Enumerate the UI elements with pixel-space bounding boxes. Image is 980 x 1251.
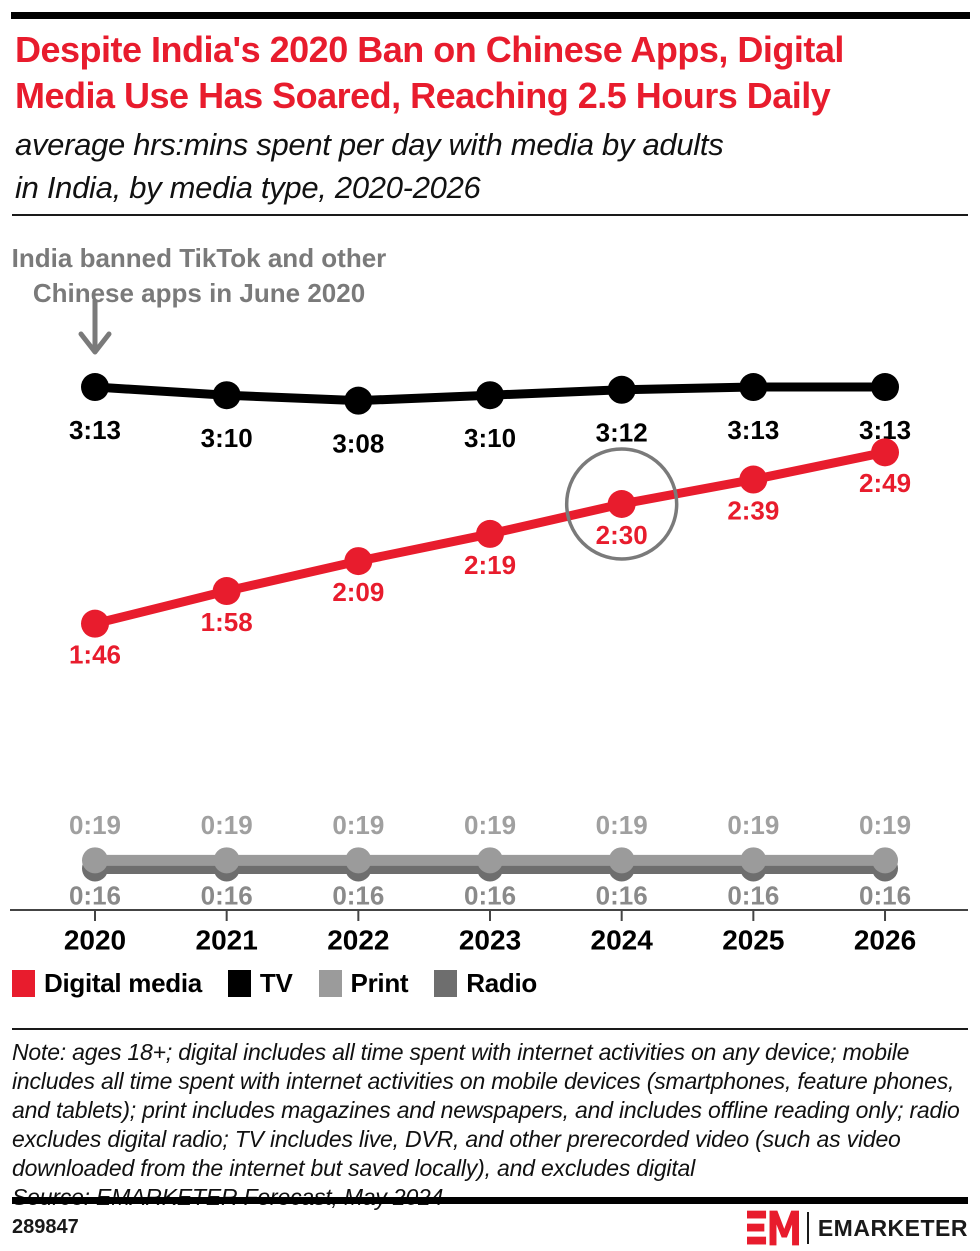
brand-divider xyxy=(806,1212,809,1244)
value-label-print-2024: 0:19 xyxy=(596,810,648,840)
data-point-digital-media-2024 xyxy=(607,490,636,518)
data-point-digital-media-2023 xyxy=(476,519,505,548)
data-point-digital-media-2020 xyxy=(81,609,109,638)
value-label-tv-2025: 3:13 xyxy=(727,415,779,445)
year-label-2026: 2026 xyxy=(854,924,916,955)
data-point-digital-media-2025 xyxy=(739,465,768,494)
value-label-digital-media-2021: 1:58 xyxy=(201,607,253,637)
legend-label-radio: Radio xyxy=(466,968,538,998)
data-point-print-2026 xyxy=(872,847,899,874)
legend-label-tv: TV xyxy=(259,968,293,998)
value-label-radio-2023: 0:16 xyxy=(464,880,516,910)
legend-label-digital-media: Digital media xyxy=(44,968,202,998)
chart-id: 289847 xyxy=(12,1216,79,1238)
note-block: Note: ages 18+; digital includes all tim… xyxy=(12,1038,966,1212)
year-label-2025: 2025 xyxy=(722,924,784,955)
page-title: Despite India's 2020 Ban on Chinese Apps… xyxy=(15,27,960,119)
title-line-2: Media Use Has Soared, Reaching 2.5 Hours… xyxy=(15,75,831,116)
value-label-tv-2024: 3:12 xyxy=(596,418,648,448)
chart-legend: Digital media TV Print Radio xyxy=(12,968,563,999)
data-point-digital-media-2022 xyxy=(344,547,373,576)
value-label-radio-2020: 0:16 xyxy=(69,880,121,910)
data-point-print-2024 xyxy=(608,847,635,874)
value-label-radio-2024: 0:16 xyxy=(596,880,648,910)
subtitle-line-2: in India, by media type, 2020-2026 xyxy=(15,170,481,205)
year-label-2022: 2022 xyxy=(327,924,389,955)
legend-item-tv: TV xyxy=(227,968,293,999)
brand-name: EMARKETER xyxy=(817,1214,968,1241)
legend-swatch-radio xyxy=(434,970,458,997)
value-label-print-2025: 0:19 xyxy=(727,810,779,840)
tiktok-ban-annotation: India banned TikTok and other Chinese ap… xyxy=(8,241,390,311)
data-point-digital-media-2026 xyxy=(871,438,900,467)
value-label-radio-2026: 0:16 xyxy=(859,880,911,910)
data-point-tv-2022 xyxy=(344,386,373,415)
data-point-tv-2023 xyxy=(476,381,505,410)
data-point-print-2021 xyxy=(213,847,240,874)
chart-subtitle: average hrs:mins spent per day with medi… xyxy=(15,123,960,209)
subtitle-line-1: average hrs:mins spent per day with medi… xyxy=(15,127,724,162)
highlight-circle-2024 xyxy=(564,447,679,561)
data-point-tv-2025 xyxy=(739,373,768,402)
value-label-print-2023: 0:19 xyxy=(464,810,516,840)
header-divider xyxy=(12,214,968,216)
value-label-print-2026: 0:19 xyxy=(859,810,911,840)
value-label-tv-2020: 3:13 xyxy=(69,415,121,445)
data-point-tv-2026 xyxy=(871,373,900,402)
value-label-radio-2022: 0:16 xyxy=(332,880,384,910)
legend-swatch-digital-media xyxy=(12,970,35,997)
value-label-digital-media-2026: 2:49 xyxy=(859,468,911,498)
value-label-radio-2021: 0:16 xyxy=(201,880,253,910)
value-label-print-2020: 0:19 xyxy=(69,810,121,840)
data-point-digital-media-2021 xyxy=(212,577,241,606)
title-line-1: Despite India's 2020 Ban on Chinese Apps… xyxy=(15,29,844,70)
brand-lockup: EMARKETER xyxy=(746,1210,968,1246)
annotation-arrow xyxy=(78,300,112,355)
emarketer-logo-icon xyxy=(746,1210,799,1246)
year-label-2023: 2023 xyxy=(459,924,521,955)
data-point-tv-2024 xyxy=(607,375,636,404)
note-text: Note: ages 18+; digital includes all tim… xyxy=(12,1039,960,1181)
year-label-2020: 2020 xyxy=(64,924,126,955)
legend-item-print: Print xyxy=(318,968,409,999)
value-label-digital-media-2023: 2:19 xyxy=(464,550,516,580)
value-label-tv-2023: 3:10 xyxy=(464,423,516,453)
legend-label-print: Print xyxy=(350,968,409,998)
legend-swatch-print xyxy=(318,970,342,997)
data-point-print-2022 xyxy=(345,847,372,874)
legend-item-radio: Radio xyxy=(434,968,537,999)
data-point-tv-2020 xyxy=(81,373,109,402)
note-divider xyxy=(12,1028,968,1030)
data-point-print-2020 xyxy=(82,847,108,874)
top-divider-bar xyxy=(11,12,970,19)
value-label-radio-2025: 0:16 xyxy=(727,880,779,910)
annotation-line-1: India banned TikTok and other xyxy=(11,243,387,273)
year-label-2021: 2021 xyxy=(196,924,258,955)
legend-swatch-tv xyxy=(227,970,251,997)
value-label-print-2021: 0:19 xyxy=(201,810,253,840)
year-label-2024: 2024 xyxy=(591,924,654,955)
value-label-digital-media-2022: 2:09 xyxy=(332,577,384,607)
value-label-digital-media-2025: 2:39 xyxy=(727,495,779,525)
value-label-tv-2022: 3:08 xyxy=(332,429,384,459)
data-point-print-2023 xyxy=(477,847,504,874)
legend-item-digital-media: Digital media xyxy=(12,968,202,999)
data-point-tv-2021 xyxy=(212,381,241,410)
annotation-line-2: Chinese apps in June 2020 xyxy=(32,278,366,308)
value-label-digital-media-2024: 2:30 xyxy=(596,520,648,550)
data-point-print-2025 xyxy=(740,847,767,874)
footer-divider-bar xyxy=(12,1197,968,1204)
value-label-tv-2021: 3:10 xyxy=(201,423,253,453)
value-label-digital-media-2020: 1:46 xyxy=(69,640,121,670)
value-label-print-2022: 0:19 xyxy=(332,810,384,840)
